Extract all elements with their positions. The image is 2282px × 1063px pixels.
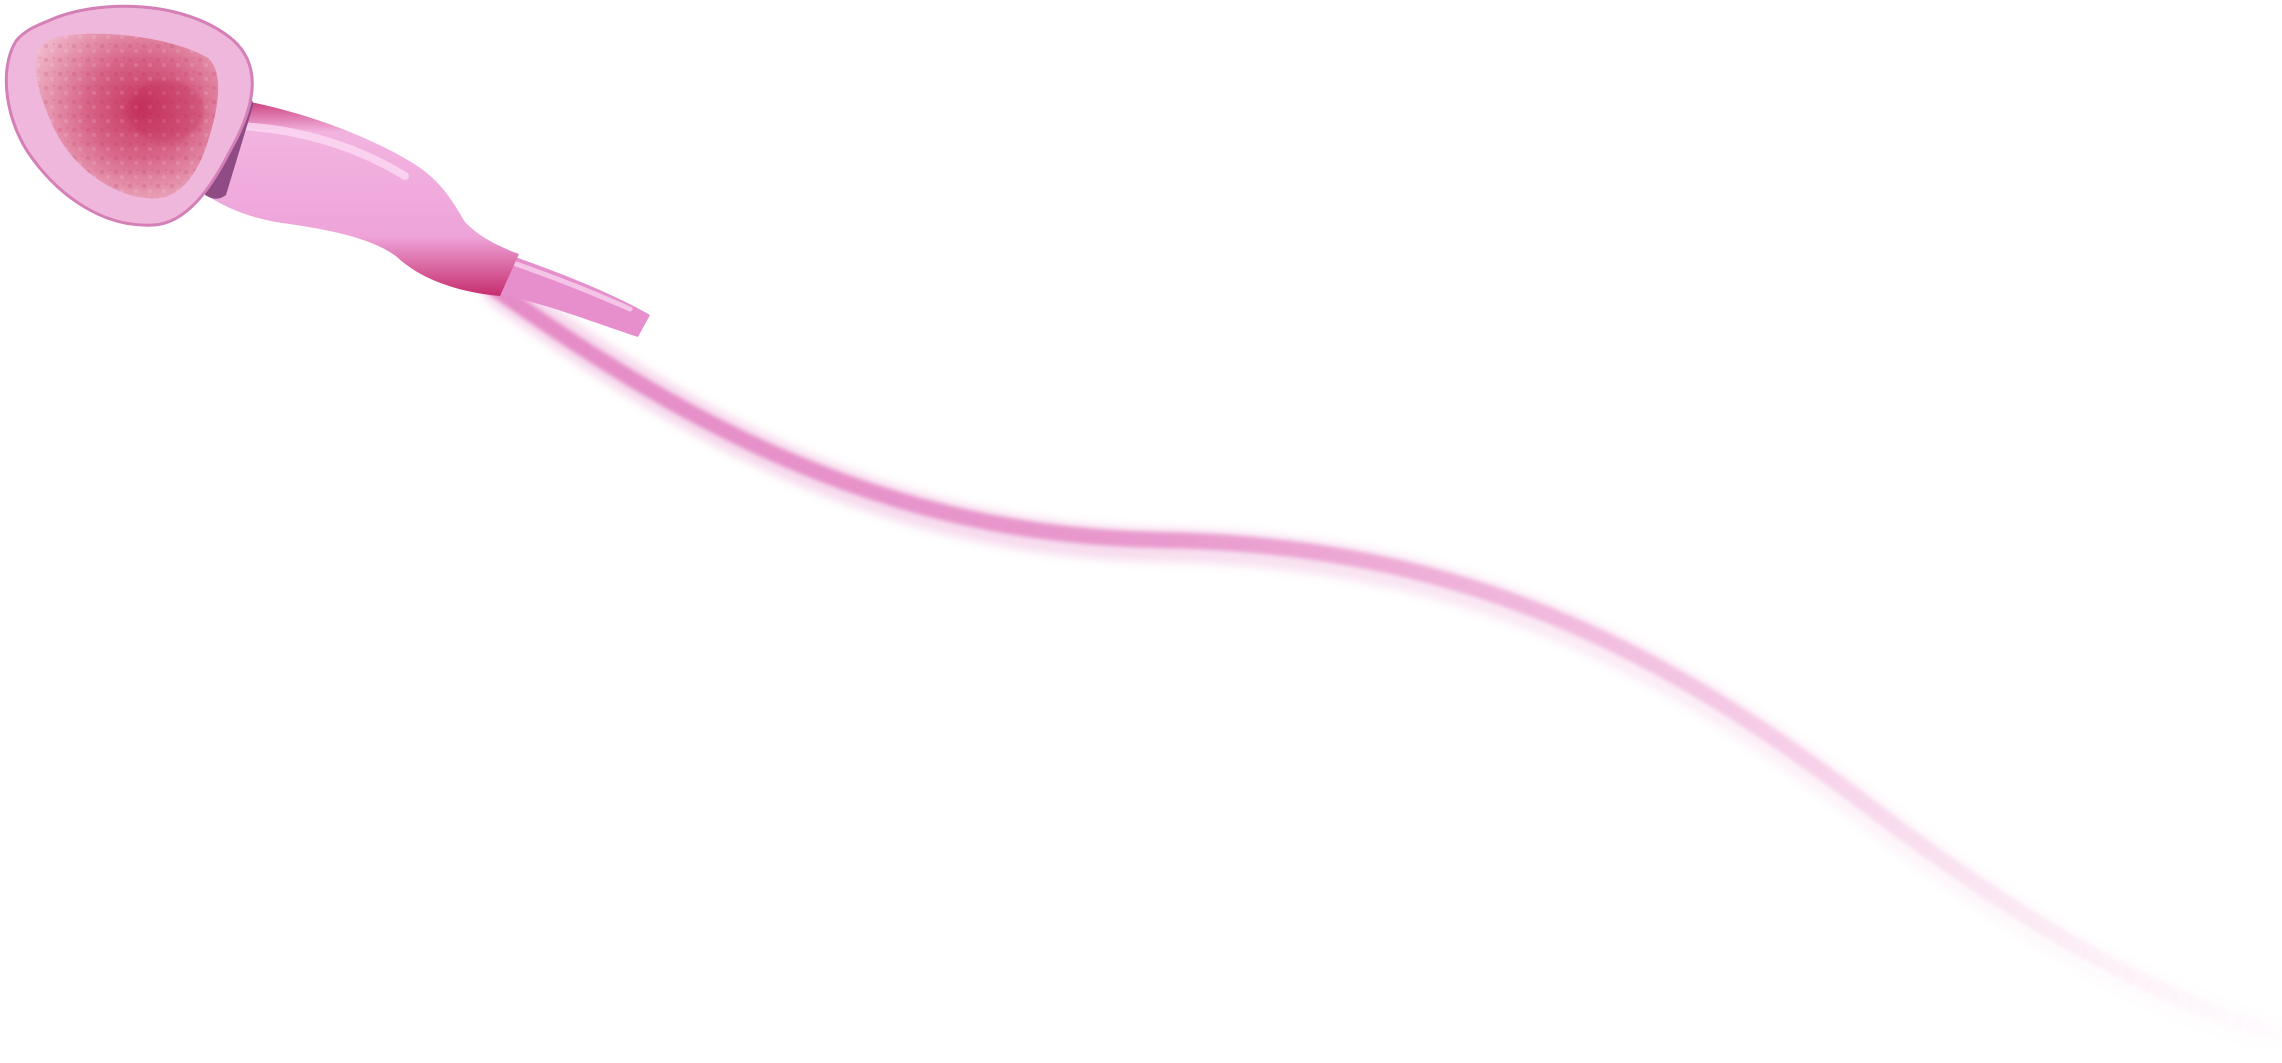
tail-glow: [483, 273, 2282, 1052]
midpiece-highlight: [224, 122, 409, 180]
nucleus-core: [128, 80, 204, 142]
nucleus-texture: [35, 33, 219, 199]
midpiece: [208, 96, 519, 296]
tail: [482, 277, 2282, 1043]
